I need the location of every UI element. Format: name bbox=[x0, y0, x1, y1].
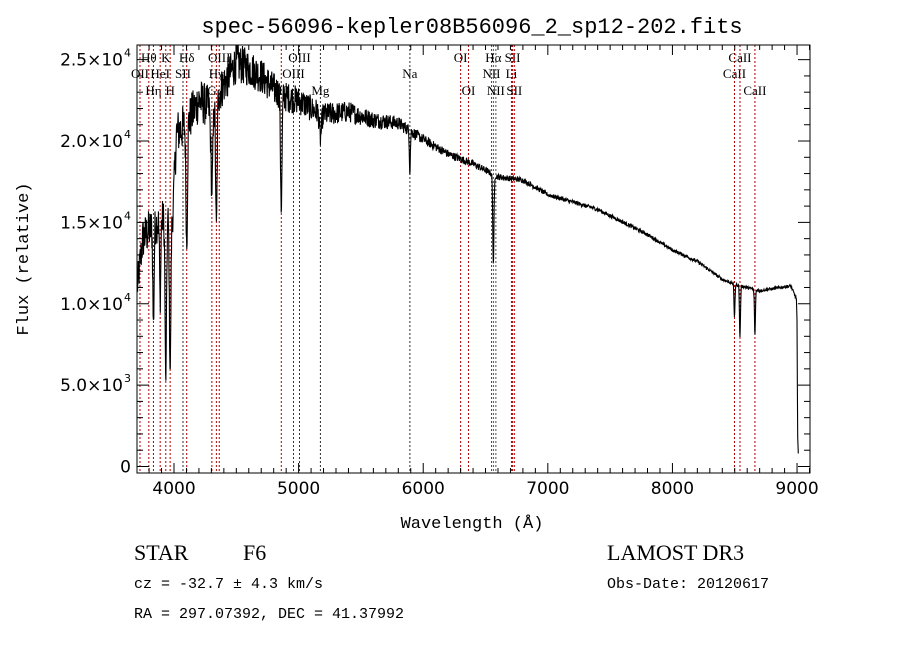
y-tick-exponent: 4 bbox=[124, 128, 131, 141]
plot-frame bbox=[136, 44, 811, 474]
spectral-line-label: H bbox=[165, 83, 174, 98]
y-tick-mantissa: 1.5×10 bbox=[60, 213, 123, 233]
y-tick-mantissa: 2.0×10 bbox=[60, 132, 123, 152]
y-tick-exponent: 3 bbox=[124, 372, 131, 385]
x-tick-label: 5000 bbox=[277, 479, 320, 499]
x-tick-label: 7000 bbox=[526, 479, 569, 499]
chart-title: spec-56096-kepler08B56096_2_sp12-202.fit… bbox=[201, 15, 742, 40]
spectral-line-label: Hδ bbox=[179, 50, 195, 65]
survey-name: LAMOST DR3 bbox=[607, 540, 744, 565]
spectral-line-label: OIII bbox=[208, 50, 230, 65]
spectral-line-label: Hα bbox=[485, 50, 501, 65]
x-axis-label: Wavelength (Å) bbox=[401, 515, 544, 534]
spectral-line-markers: OIIHθHηHeIKHSIIHδGHγOIIIHβOIIIOIIIMgNaOI… bbox=[131, 45, 766, 473]
y-axis-label: Flux (relative) bbox=[15, 182, 34, 335]
y-tick-label: 1.5×10 bbox=[60, 213, 123, 233]
spectral-line-label: Hθ bbox=[141, 50, 157, 65]
y-tick-mantissa: 2.5×10 bbox=[60, 51, 123, 71]
ra-dec: RA = 297.07392, DEC = 41.37992 bbox=[134, 606, 404, 623]
spectral-line-label: NII bbox=[487, 83, 505, 98]
spectral-line-label: Hγ bbox=[209, 66, 224, 81]
spectral-line-label: Mg bbox=[311, 83, 330, 98]
spectral-line-label: OI bbox=[454, 50, 468, 65]
spectral-line-label: CaII bbox=[723, 66, 746, 81]
y-tick-mantissa: 5.0×10 bbox=[60, 376, 123, 396]
spectral-line-label: HeI bbox=[150, 66, 170, 81]
spectral-line-label: CaII bbox=[728, 50, 751, 65]
y-tick-label: 0 bbox=[120, 457, 131, 477]
spectral-line-label: Na bbox=[402, 66, 417, 81]
y-tick-label: 5.0×10 bbox=[60, 376, 123, 396]
spectral-line-label: Li bbox=[506, 66, 518, 81]
y-tick-label: 2.5×10 bbox=[60, 51, 123, 71]
spectral-line-label: NII bbox=[482, 66, 500, 81]
y-tick-exponent: 4 bbox=[124, 47, 131, 60]
spectral-line-label: OIII bbox=[282, 66, 304, 81]
spectral-line-label: SII bbox=[505, 50, 521, 65]
x-tick-label: 8000 bbox=[651, 479, 694, 499]
y-tick-mantissa: 0 bbox=[120, 457, 131, 477]
x-tick-label: 9000 bbox=[775, 479, 818, 499]
spectral-line-label: OI bbox=[462, 83, 476, 98]
y-tick-mantissa: 1.0×10 bbox=[60, 295, 123, 315]
spectral-line-label: Hη bbox=[145, 83, 161, 98]
spectral-line-label: K bbox=[161, 50, 171, 65]
spectrum-line bbox=[136, 44, 799, 454]
spectral-line-label: SII bbox=[175, 66, 191, 81]
obs-date: Obs-Date: 20120617 bbox=[607, 576, 769, 593]
y-tick-label: 1.0×10 bbox=[60, 295, 123, 315]
spectral-line-label: OIII bbox=[288, 50, 310, 65]
redshift-cz: cz = -32.7 ± 4.3 km/s bbox=[134, 576, 323, 593]
spectral-line-label: OII bbox=[131, 66, 149, 81]
object-subclass: F6 bbox=[243, 540, 266, 565]
y-tick-label: 2.0×10 bbox=[60, 132, 123, 152]
spectral-line-label: SII bbox=[506, 83, 522, 98]
y-tick-exponent: 4 bbox=[124, 209, 131, 222]
spectral-line-label: CaII bbox=[743, 83, 766, 98]
x-tick-label: 6000 bbox=[402, 479, 445, 499]
spectral-line-label: G bbox=[207, 83, 216, 98]
object-class: STAR bbox=[134, 540, 189, 565]
y-tick-exponent: 4 bbox=[124, 291, 131, 304]
x-tick-label: 4000 bbox=[152, 479, 195, 499]
